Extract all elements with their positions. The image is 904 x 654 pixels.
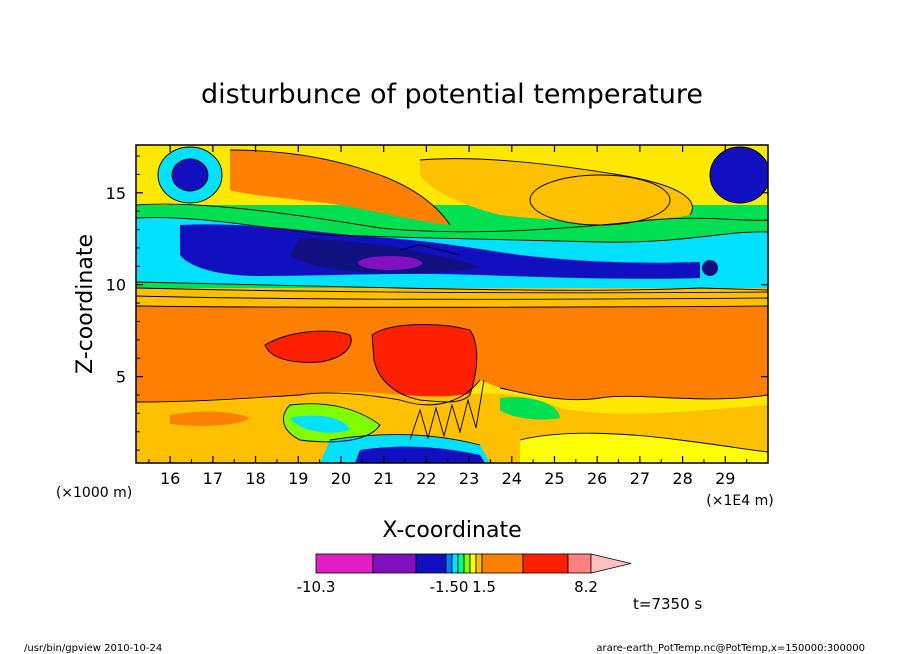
band-amber-mid: [136, 288, 768, 306]
colorbar-segment: [463, 553, 471, 574]
blob-orange-upper-left: [230, 150, 450, 225]
blob-green-lower: [500, 397, 560, 420]
colorbar-segment: [451, 553, 459, 574]
time-annotation: t=7350 s: [633, 595, 702, 613]
x-tick-label: 20: [331, 469, 351, 488]
x-tick-label: 21: [373, 469, 393, 488]
band-navy-upper: [290, 238, 480, 274]
x-tick-label: 27: [630, 469, 650, 488]
blob-red-left: [265, 331, 352, 363]
blob-amber-right: [530, 175, 670, 225]
y-tick-label: 10: [106, 276, 126, 295]
colorbar-tick-label: 1.5: [472, 578, 496, 596]
colorbar-segment: [481, 553, 524, 574]
colorbar-segment: [567, 553, 592, 574]
colorbar-arrow: [590, 553, 632, 574]
colorbar-segment: [445, 553, 453, 574]
blob-purple: [358, 256, 422, 270]
footer-command: /usr/bin/gpview 2010-10-24: [24, 643, 162, 654]
blob-blue-upper-left: [172, 159, 208, 191]
x-tick-label: 16: [160, 469, 180, 488]
plot-frame: [135, 144, 769, 464]
blob-red-center: [372, 324, 477, 403]
x-axis-ticks: 16 17 18 19 20 21 22 23 24 25 26 27 28 29: [148, 145, 748, 488]
blob-navy-right: [702, 260, 718, 276]
y-scale-note: (×1000 m): [56, 485, 132, 501]
footer-source: arare-earth_PotTemp.nc@PotTemp,x=150000:…: [596, 643, 865, 654]
contour-field: [136, 145, 768, 463]
contour-lines: [136, 146, 768, 453]
x-tick-label: 26: [587, 469, 607, 488]
x-tick-label: 22: [416, 469, 436, 488]
band-yellow-lower: [520, 433, 768, 463]
y-axis-label: Z-coordinate: [73, 234, 98, 374]
blob-blue-upper-right: [710, 147, 768, 203]
colorbar-tick-label: -10.3: [297, 578, 336, 596]
colorbar-segment: [372, 553, 417, 574]
colorbar-segment: [522, 553, 569, 574]
blob-cyan-lower-left: [290, 415, 350, 433]
y-tick-label: 5: [116, 368, 126, 387]
colorbar: [315, 553, 632, 574]
band-blue-lower: [355, 446, 485, 463]
colorbar-tick-label: -1.50: [430, 578, 469, 596]
x-tick-label: 28: [672, 469, 692, 488]
colorbar-segment: [457, 553, 465, 574]
x-axis-label: X-coordinate: [382, 518, 521, 543]
chart-title: disturbunce of potential temperature: [201, 79, 703, 110]
x-tick-label: 17: [203, 469, 223, 488]
band-blue-upper: [180, 224, 700, 279]
x-tick-label: 24: [502, 469, 522, 488]
x-tick-label: 19: [288, 469, 308, 488]
x-tick-label: 18: [245, 469, 265, 488]
colorbar-segment: [469, 553, 477, 574]
y-axis-ticks: 5 10 15: [106, 155, 768, 451]
x-tick-label: 23: [459, 469, 479, 488]
colorbar-tick-label: 8.2: [574, 578, 598, 596]
x-scale-note: (×1E4 m): [706, 493, 773, 509]
x-tick-label: 29: [715, 469, 735, 488]
y-tick-label: 15: [106, 184, 126, 203]
blob-orange-lower-left: [170, 411, 250, 426]
x-tick-label: 25: [544, 469, 564, 488]
colorbar-segment: [315, 553, 374, 574]
colorbar-segment: [415, 553, 447, 574]
colorbar-tick-labels: -10.3 -1.50 1.5 8.2: [297, 578, 598, 596]
colorbar-segment: [475, 553, 483, 574]
